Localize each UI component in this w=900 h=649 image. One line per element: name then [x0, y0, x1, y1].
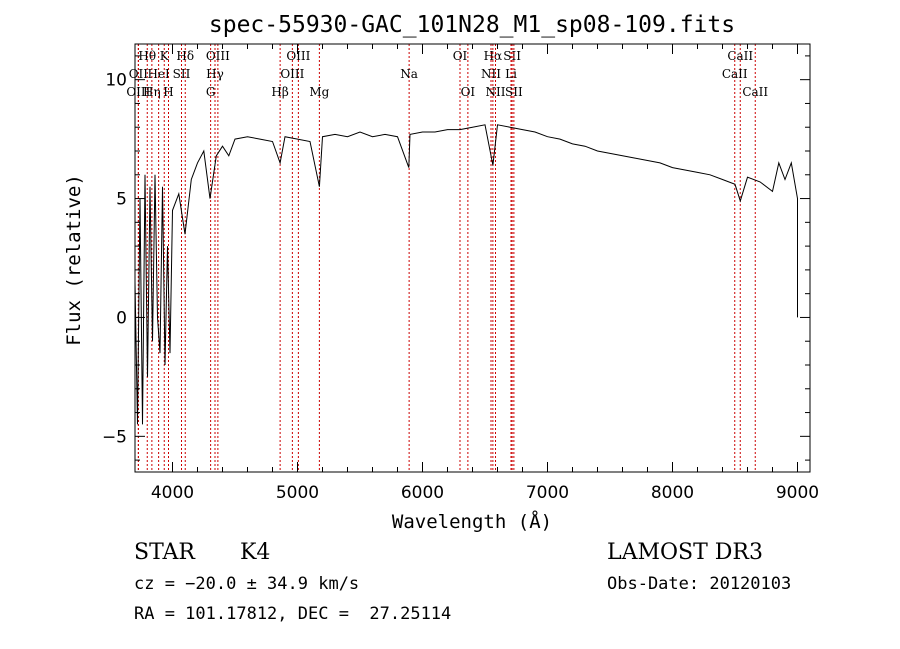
- spectral-line-label: NII: [481, 67, 501, 81]
- spectral-line-label: Hγ: [206, 67, 224, 81]
- survey-name: LAMOST DR3: [607, 540, 763, 565]
- spectral-line-label: SII: [503, 49, 521, 63]
- chart-title: spec-55930-GAC_101N28_M1_sp08-109.fits: [209, 12, 735, 38]
- spectral-line-label: Mg: [309, 85, 329, 99]
- spectral-line-label: CaII: [727, 49, 753, 63]
- x-tick-label: 8000: [651, 483, 694, 503]
- spectral-line-label: G: [206, 85, 216, 99]
- spectral-line-label: SII: [173, 67, 191, 81]
- y-tick-label: 5: [116, 190, 127, 210]
- series-layer: [134, 124, 798, 425]
- x-tick-label: 6000: [401, 483, 444, 503]
- spectral-line-label: Li: [505, 67, 517, 81]
- spectral-line-label: Hα: [484, 49, 503, 63]
- y-axis-label: Flux (relative): [63, 174, 85, 346]
- spectral-line-label: CaII: [742, 85, 768, 99]
- spectral-line-label: H: [163, 85, 173, 99]
- spectral-line-label: SII: [505, 85, 523, 99]
- axis-ticks: 4000 5000 6000 7000 8000 9000 −5 0 5 10: [102, 44, 819, 503]
- spectrum-series-line: [134, 124, 798, 425]
- spectral-line-label: OI: [461, 85, 476, 99]
- spectral-line-label: Hη: [143, 85, 161, 99]
- spectral-line-label: OIII: [286, 49, 310, 63]
- y-tick-label: −5: [102, 427, 127, 447]
- x-tick-label: 9000: [776, 483, 819, 503]
- x-axis-label: Wavelength (Å): [392, 510, 552, 533]
- spectral-line-label: Hβ: [271, 85, 288, 99]
- spectral-line-label: OI: [453, 49, 468, 63]
- spectral-line-label: K: [160, 49, 170, 63]
- x-tick-label: 4000: [151, 483, 194, 503]
- redshift-readout: cz = −20.0 ± 34.9 km/s: [134, 574, 360, 594]
- spectral-line-label: OIII: [126, 85, 150, 99]
- plot-frame: [134, 43, 811, 473]
- object-class: STAR: [134, 540, 195, 565]
- spectral-line-label: Hδ: [176, 49, 194, 63]
- spectral-line-label: NII: [486, 85, 506, 99]
- y-tick-label: 10: [105, 71, 127, 91]
- x-tick-label: 7000: [526, 483, 569, 503]
- spectral-line-label: HeI: [147, 67, 170, 81]
- coordinates: RA = 101.17812, DEC = 27.25114: [134, 604, 452, 624]
- y-tick-label: 0: [116, 308, 127, 328]
- spectral-line-label: OIII: [280, 67, 304, 81]
- spectral-line-label: OIII: [206, 49, 230, 63]
- obs-date: Obs-Date: 20120103: [607, 574, 792, 594]
- spectral-line-label: Hθ: [138, 49, 156, 63]
- x-tick-label: 5000: [276, 483, 319, 503]
- object-subclass: K4: [240, 540, 271, 565]
- spectral-line-label: Na: [400, 67, 418, 81]
- spectral-line-label: CaII: [722, 67, 748, 81]
